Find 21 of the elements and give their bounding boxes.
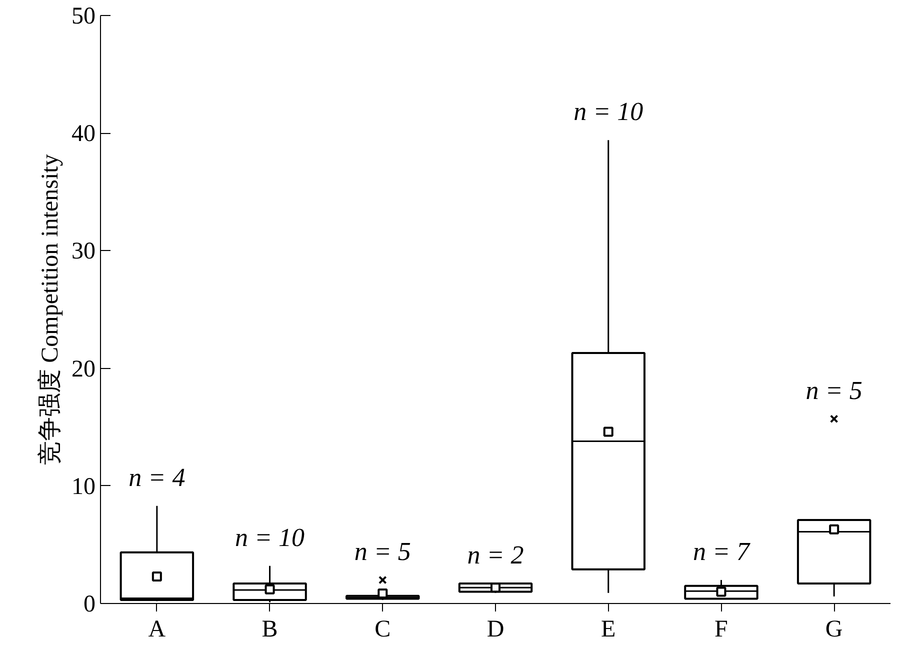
annotation: n = 5 [806, 376, 862, 405]
x-tick-label: E [601, 616, 616, 642]
x-tick-label: D [486, 616, 504, 642]
y-tick-label: 0 [84, 592, 96, 618]
x-tick-label: G [825, 616, 843, 642]
y-tick-label: 40 [72, 121, 96, 148]
x-tick-label: C [374, 616, 391, 642]
annotation: n = 5 [354, 536, 411, 566]
annotation: n = 10 [574, 97, 644, 126]
x-tick-label: A [148, 616, 166, 642]
y-tick-label: 20 [72, 356, 96, 382]
y-tick-label: 10 [72, 474, 96, 500]
annotation: n = 7 [692, 536, 750, 566]
annotation: n = 10 [235, 522, 305, 552]
x-tick-label: B [262, 616, 278, 642]
x-tick-label: F [714, 616, 728, 642]
annotation: n = 4 [128, 462, 186, 492]
y-tick-label: 30 [72, 238, 96, 265]
y-axis-title: 竞争强度 Competition intensity [36, 154, 64, 465]
y-tick-label: 50 [72, 4, 96, 30]
annotation: n = 2 [467, 540, 524, 570]
